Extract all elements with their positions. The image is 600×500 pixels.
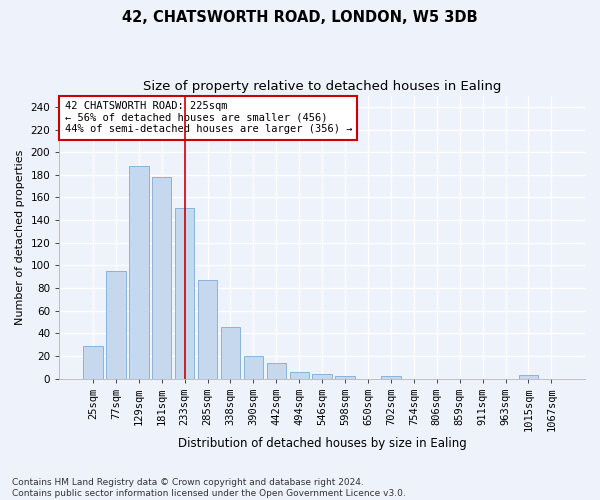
Bar <box>83 346 103 378</box>
Bar <box>175 208 194 378</box>
Bar <box>221 326 240 378</box>
Bar <box>313 374 332 378</box>
Bar <box>152 177 172 378</box>
Y-axis label: Number of detached properties: Number of detached properties <box>15 150 25 325</box>
Title: Size of property relative to detached houses in Ealing: Size of property relative to detached ho… <box>143 80 502 93</box>
Bar <box>198 280 217 378</box>
Bar <box>335 376 355 378</box>
Bar <box>266 363 286 378</box>
X-axis label: Distribution of detached houses by size in Ealing: Distribution of detached houses by size … <box>178 437 467 450</box>
Bar <box>106 271 125 378</box>
Bar <box>129 166 149 378</box>
Bar <box>244 356 263 378</box>
Text: 42, CHATSWORTH ROAD, LONDON, W5 3DB: 42, CHATSWORTH ROAD, LONDON, W5 3DB <box>122 10 478 25</box>
Bar <box>519 376 538 378</box>
Text: 42 CHATSWORTH ROAD: 225sqm
← 56% of detached houses are smaller (456)
44% of sem: 42 CHATSWORTH ROAD: 225sqm ← 56% of deta… <box>65 101 352 134</box>
Bar <box>381 376 401 378</box>
Bar <box>290 372 309 378</box>
Text: Contains HM Land Registry data © Crown copyright and database right 2024.
Contai: Contains HM Land Registry data © Crown c… <box>12 478 406 498</box>
